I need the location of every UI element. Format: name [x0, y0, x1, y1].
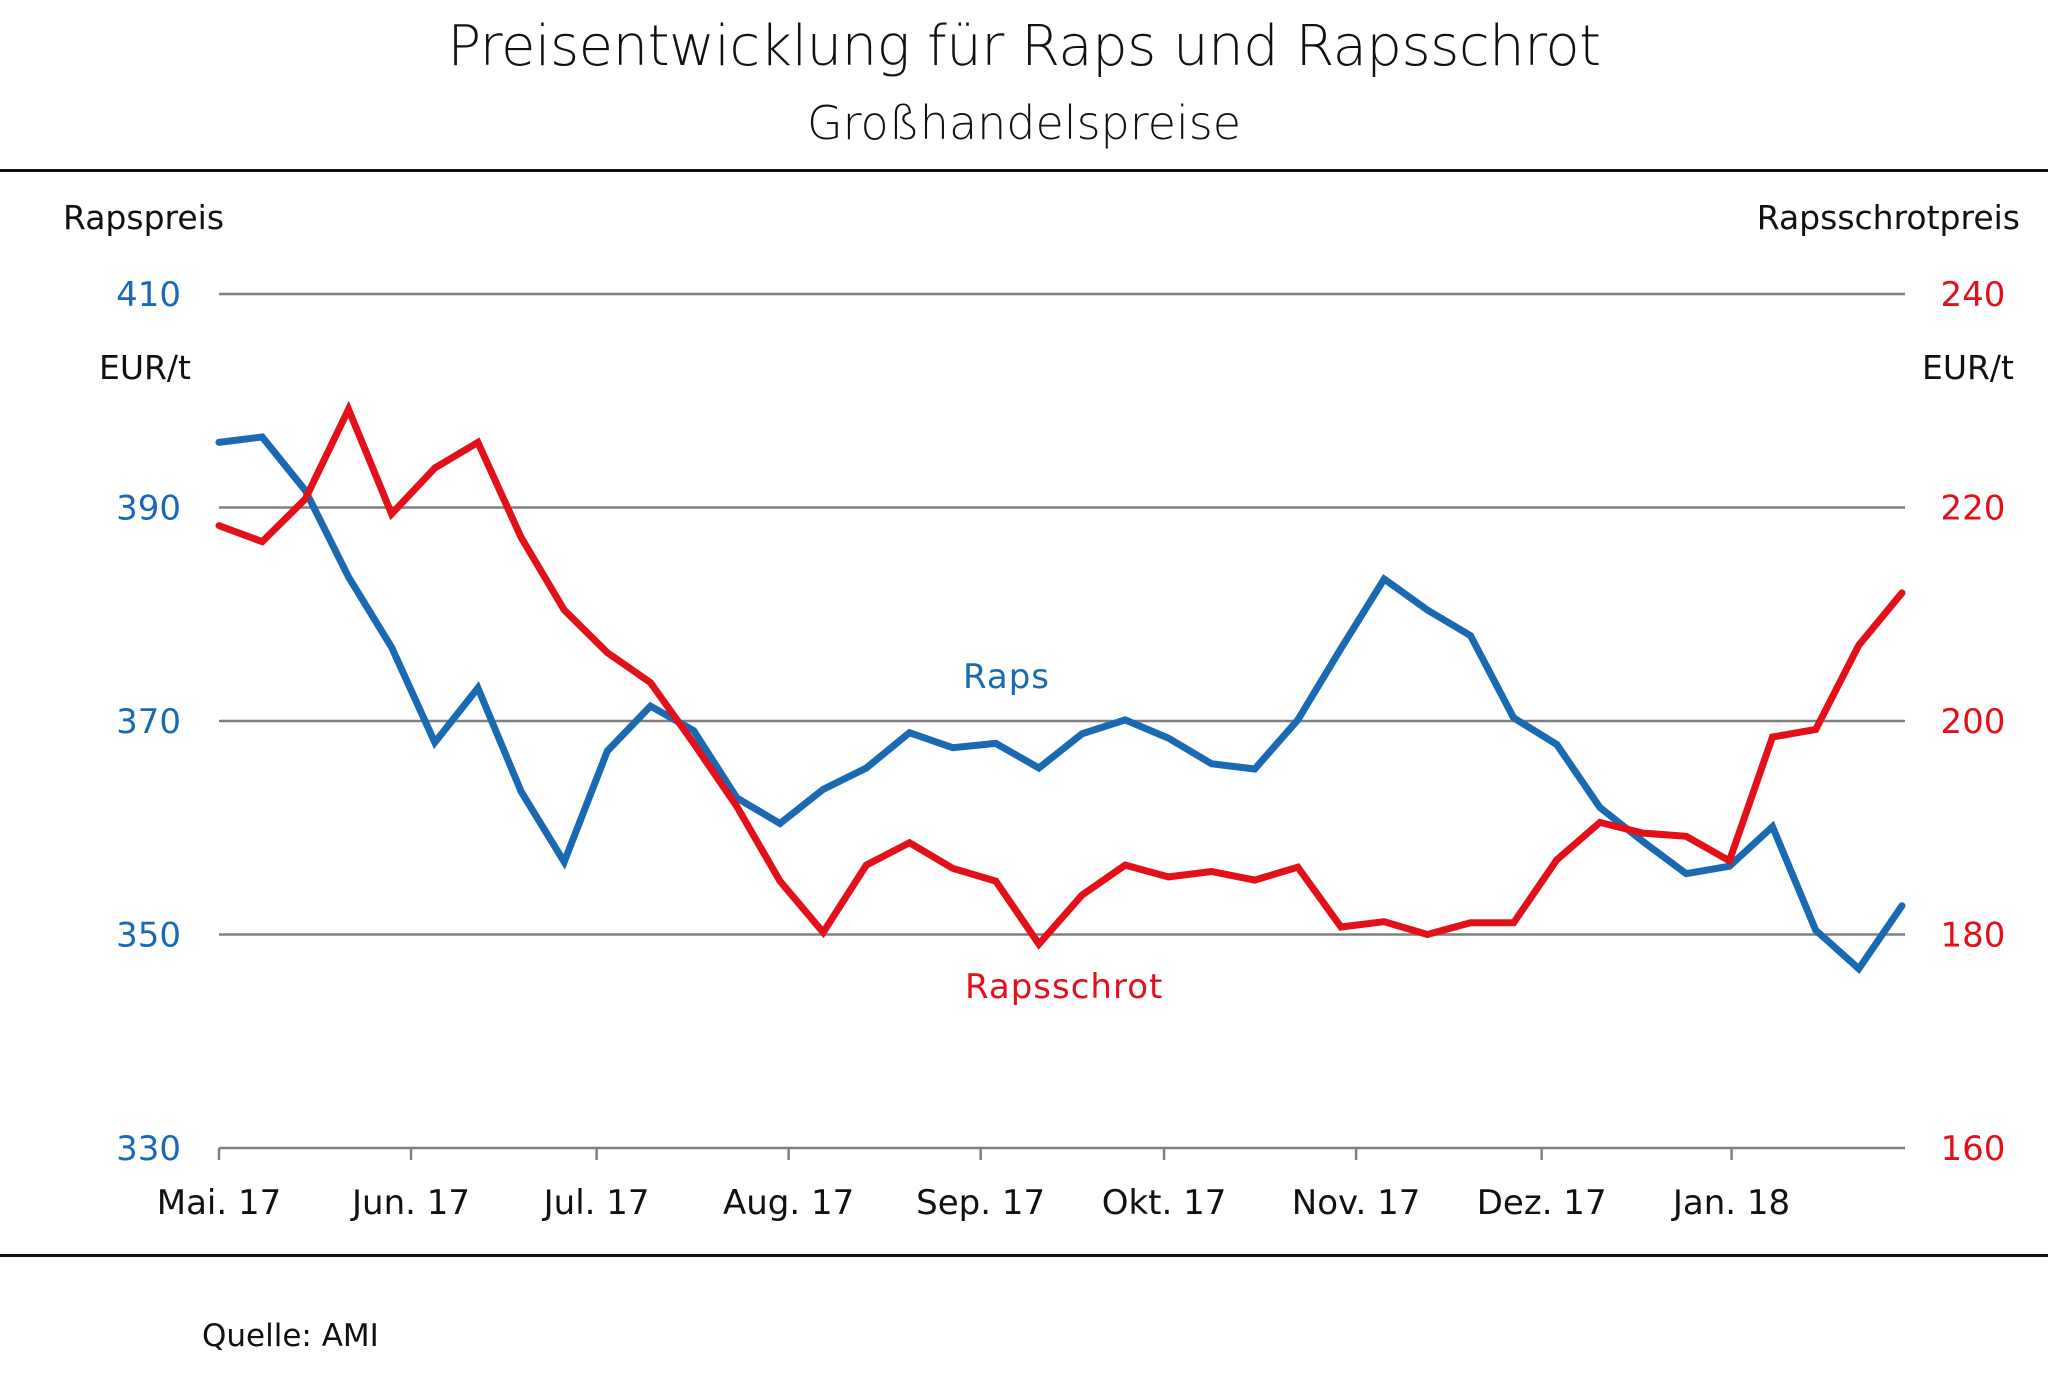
left-tick-label: 390: [116, 489, 181, 529]
x-tick-label: Dez. 17: [1477, 1183, 1607, 1223]
x-tick-label: Mai. 17: [157, 1183, 282, 1223]
x-tick-label: Aug. 17: [723, 1183, 854, 1223]
x-tick-label: Sep. 17: [916, 1183, 1045, 1223]
right-tick-label: 180: [1941, 916, 2006, 956]
series-line-raps: [215, 433, 1906, 974]
chart-subtitle: Großhandelspreise: [807, 96, 1241, 150]
annotation-raps: Raps: [963, 657, 1050, 697]
series-lines: [215, 400, 1906, 974]
top-divider: [0, 169, 2048, 172]
right-axis-unit: EUR/t: [1922, 348, 2014, 387]
source-note: Quelle: AMI: [202, 1318, 379, 1354]
left-tick-label: 370: [116, 702, 181, 742]
series-line-rapsschrot: [215, 400, 1906, 950]
gridlines: [219, 292, 1905, 1150]
chart-title: Preisentwicklung für Raps und Rapsschrot: [447, 14, 1601, 79]
right-tick-label: 220: [1941, 489, 2006, 529]
right-tick-label: 160: [1941, 1129, 2006, 1169]
left-tick-label: 410: [116, 275, 181, 315]
right-axis-title: Rapsschrotpreis: [1756, 198, 2020, 237]
left-axis-unit: EUR/t: [99, 348, 191, 387]
left-tick-label: 350: [116, 916, 181, 956]
left-tick-label: 330: [116, 1129, 181, 1169]
x-tick-label: Nov. 17: [1292, 1183, 1421, 1223]
left-axis-title: Rapspreis: [63, 198, 225, 237]
bottom-divider: [0, 1254, 2048, 1257]
x-tick-label: Okt. 17: [1102, 1183, 1227, 1223]
axis-ticks: 410 240 390 220 370 200 350 180 330 160 Mai. 17 Jun…: [116, 275, 2005, 1223]
right-tick-label: 240: [1941, 275, 2006, 315]
x-tick-label: Jan. 18: [1671, 1183, 1790, 1223]
right-tick-label: 200: [1941, 702, 2006, 742]
annotation-rapsschrot: Rapsschrot: [965, 967, 1163, 1007]
x-tick-label: Jul. 17: [542, 1183, 650, 1223]
x-tick-label: Jun. 17: [350, 1183, 470, 1223]
